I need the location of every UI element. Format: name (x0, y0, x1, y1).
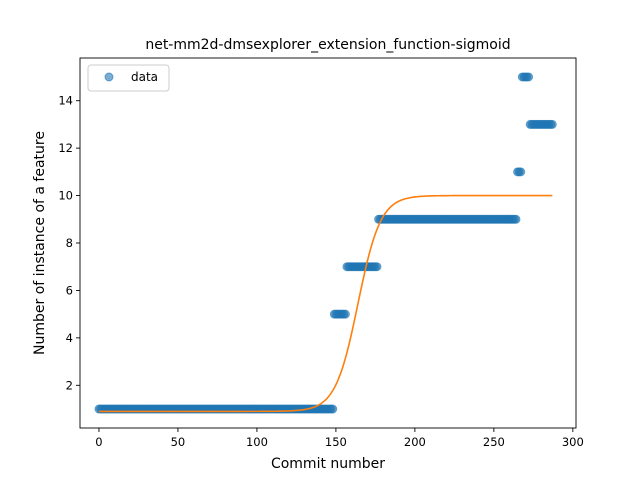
x-tick-label: 0 (95, 435, 102, 449)
y-tick-label: 8 (66, 236, 73, 250)
legend: data (87, 64, 170, 92)
data-point (372, 262, 382, 272)
x-tick-label: 100 (246, 435, 268, 449)
data-point (511, 214, 521, 224)
x-tick-label: 150 (325, 435, 347, 449)
legend-label: data (131, 70, 158, 84)
legend-marker (104, 72, 114, 82)
data-point (524, 72, 534, 82)
x-tick-label: 300 (562, 435, 584, 449)
y-tick-label: 2 (66, 378, 73, 392)
axes: 0 50 100 150 200 250 300 2 4 6 8 10 12 14 (58, 57, 584, 449)
x-tick-label: 250 (483, 435, 505, 449)
y-tick-label: 4 (66, 331, 73, 345)
plot-area (94, 72, 557, 414)
y-tick-label: 12 (58, 141, 73, 155)
legend-box (87, 64, 170, 92)
x-tick-label: 200 (404, 435, 426, 449)
y-tick-label: 10 (58, 189, 73, 203)
chart-title: net-mm2d-dmsexplorer_extension_function-… (145, 37, 510, 53)
data-point (516, 167, 526, 177)
sigmoid-fit-line (98, 194, 553, 413)
data-point (547, 119, 557, 129)
y-tick-label: 14 (58, 94, 73, 108)
y-tick-label: 6 (66, 283, 73, 297)
plot-marks (94, 72, 557, 414)
x-tick-label: 50 (171, 435, 186, 449)
data-point (340, 309, 350, 319)
y-axis-label: Number of instance of a feature (32, 131, 48, 355)
data-point (328, 404, 338, 414)
x-axis-label: Commit number (271, 456, 385, 472)
